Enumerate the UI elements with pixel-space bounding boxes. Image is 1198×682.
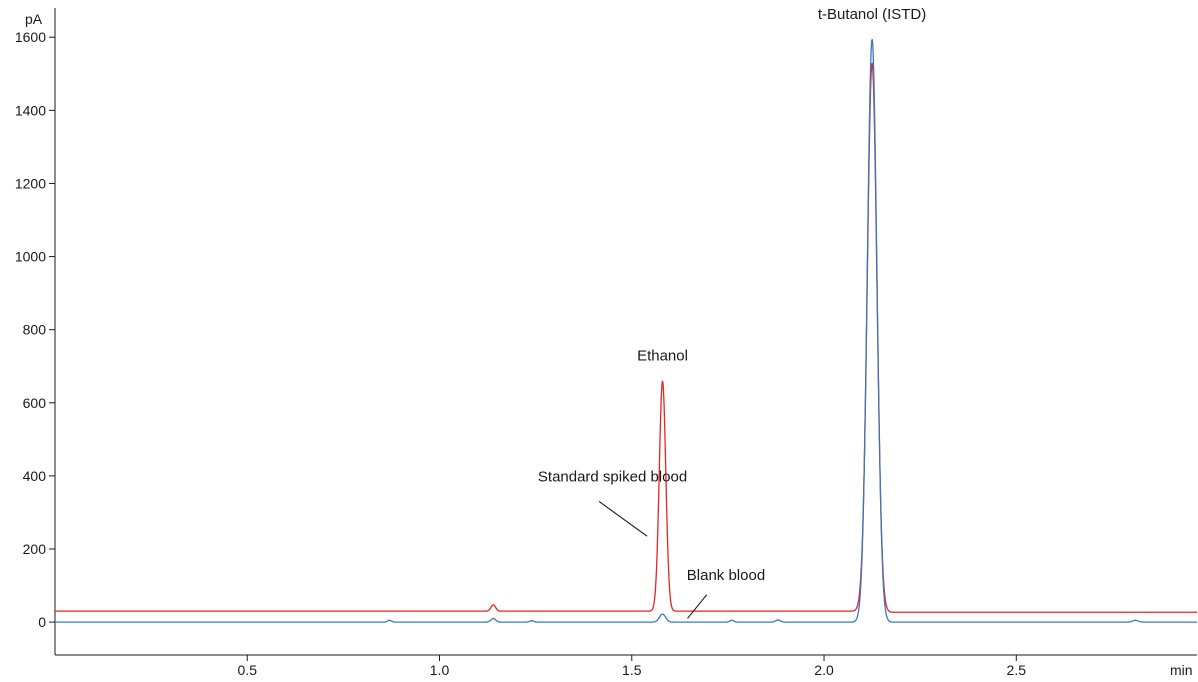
annotation-blank-blood: Blank blood xyxy=(687,567,765,584)
x-tick-label: 2.5 xyxy=(1007,662,1027,677)
annotation-t-butanol-istd: t-Butanol (ISTD) xyxy=(818,6,926,23)
annotation-leader-line xyxy=(598,501,648,537)
series-line-blank-blood xyxy=(54,38,1198,623)
y-tick-label: 600 xyxy=(23,395,47,411)
y-ticks: 0 200 400 600 800 1000 1200 1400 1600 xyxy=(15,29,55,630)
x-ticks: 0.5 1.0 1.5 2.0 2.5 xyxy=(238,655,1027,678)
y-tick-label: 1200 xyxy=(15,175,46,191)
x-tick-label: 2.0 xyxy=(814,662,834,677)
y-tick-label: 1600 xyxy=(15,29,46,45)
annotation-ethanol: Ethanol xyxy=(637,348,688,365)
series-layer xyxy=(54,38,1198,623)
axes: pA min 0 200 400 600 800 1000 1200 1400 1600 0.5… xyxy=(15,8,1197,678)
y-tick-label: 1000 xyxy=(15,249,46,265)
annotation-leader-line xyxy=(687,594,708,619)
x-tick-label: 1.5 xyxy=(622,662,642,677)
x-tick-label: 0.5 xyxy=(238,662,258,677)
y-tick-label: 400 xyxy=(23,468,47,484)
annotation-layer: t-Butanol (ISTD) Ethanol Standard spiked b… xyxy=(538,6,926,619)
series-line-standard-spiked-blood xyxy=(54,62,1198,613)
y-tick-label: 0 xyxy=(38,614,46,630)
x-axis-unit-label: min xyxy=(1170,662,1193,677)
y-tick-label: 200 xyxy=(23,541,47,557)
x-tick-label: 1.0 xyxy=(430,662,450,677)
y-axis-unit-label: pA xyxy=(25,11,43,27)
y-tick-label: 800 xyxy=(23,322,47,338)
y-tick-label: 1400 xyxy=(15,102,46,118)
annotation-standard-spiked-blood: Standard spiked blood xyxy=(538,468,687,485)
